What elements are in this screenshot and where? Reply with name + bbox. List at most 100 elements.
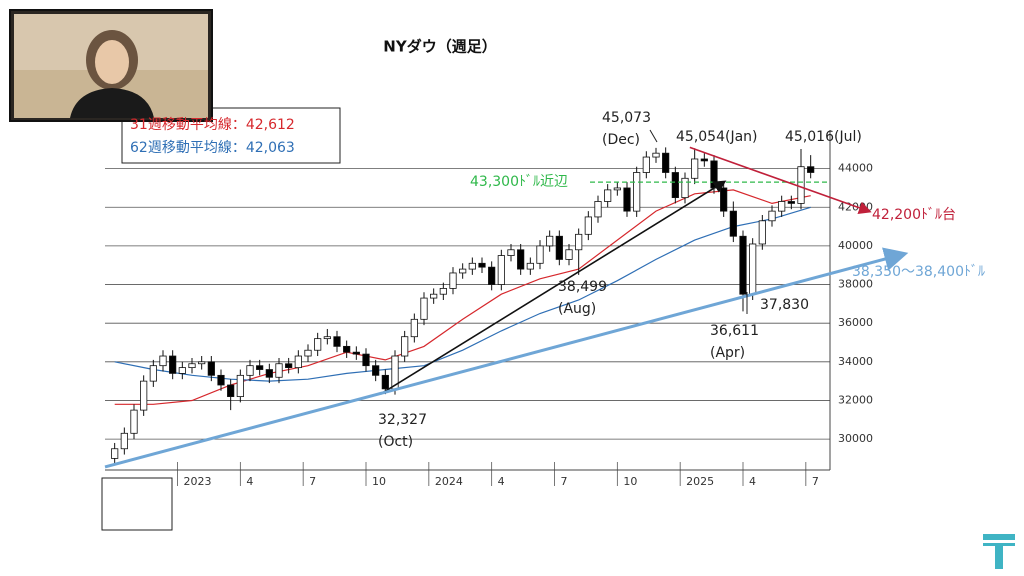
candle-body [749,243,757,295]
candle-body [797,166,805,204]
candle-body [662,152,670,173]
annotation: (Dec) [602,132,640,148]
candle-body [546,235,554,247]
candle-body [710,160,718,189]
logo-bar [983,534,1015,540]
chart-title: NYダウ（週足） [383,38,496,56]
annotation: 45,016(Jul) [785,129,862,145]
annotation: 36,611 [710,323,759,339]
candle-body [401,336,409,357]
logo [983,534,1015,569]
webcam-face [95,40,129,84]
y-tick-label: 32000 [838,393,873,406]
candle-body [217,374,225,386]
candle-body [555,235,563,260]
candle-body [198,361,206,365]
candle-body [169,355,177,374]
candle-body [739,235,747,295]
level-label: 43,300ﾄﾞﾙ近辺 [470,174,568,190]
annotation: 45,054(Jan) [676,129,758,145]
candle-body [323,336,331,340]
trend-line [689,146,872,214]
candle-body [227,384,235,397]
candle-body [584,216,592,235]
candle-body [633,172,641,212]
candle-body [691,158,699,179]
annotation: (Aug) [558,301,596,317]
candle-body [507,249,515,256]
candle-body [488,266,496,285]
candle-body [275,363,283,378]
legend-label: 62週移動平均線：42,063 [130,140,295,156]
candle-body [343,345,351,353]
candle-body [787,201,795,204]
annotation: 38,499 [558,279,607,295]
candle-body [720,187,728,212]
candle-body [372,365,380,376]
candle-body [439,288,447,295]
trend-line [380,180,727,395]
y-tick-label: 40000 [838,239,873,252]
candle-body [536,245,544,264]
y-tick-label: 30000 [838,432,873,445]
candle-body [604,189,612,202]
ma-line [114,206,811,382]
candle-body [613,187,621,191]
candle-body [362,353,370,367]
x-tick-label: 10 [372,475,386,488]
candle-body [729,210,737,237]
candle-body [333,336,341,347]
candle-body [623,187,631,212]
candle-body [246,365,254,376]
annotation: 37,830 [760,297,809,313]
candle-body [768,210,776,222]
candle-body [188,363,196,369]
candle-body [285,363,293,369]
trend-label: 42,200ﾄﾞﾙ台 [872,207,956,223]
x-tick-label: 4 [498,475,505,488]
annotation: (Oct) [378,434,413,450]
webcam-body [70,88,154,118]
candle-body [459,268,467,274]
candle-body [120,432,128,450]
x-tick-label: 4 [749,475,756,488]
y-tick-label: 38000 [838,278,873,291]
candle-body [159,355,167,367]
candle-body [575,233,583,251]
legend-label: 31週移動平均線：42,612 [130,117,295,133]
candle-body [565,249,573,260]
candle-body [497,255,505,285]
y-tick-label: 36000 [838,316,873,329]
candle-body [410,318,418,338]
candle-body [265,369,273,378]
x-tick-label: 2025 [686,475,714,488]
x-tick-label: 7 [561,475,568,488]
candle-body [642,156,650,173]
x-tick-label: 7 [812,475,819,488]
plot [111,147,815,465]
candle-body [149,365,157,382]
candle-body [352,351,360,355]
y-tick-label: 34000 [838,355,873,368]
candle-body [758,220,766,245]
candle-body [256,365,264,370]
y-tick-label: 44000 [838,162,873,175]
candle-body [526,262,534,270]
x-tick-label: 2024 [435,475,463,488]
logo-stem [995,543,1003,569]
grid: 3000032000340003600038000400004200044000… [105,162,873,488]
candle-body [178,367,186,374]
webcam [9,9,213,122]
annotation: 32,327 [378,412,427,428]
candle-body [314,338,322,351]
candle-body [594,201,602,218]
candle-body [304,349,312,357]
x-tick-label: 4 [246,475,253,488]
trend-line [104,247,909,469]
candle-body [700,158,708,162]
annotation: 45,073 [602,110,651,126]
candle-body [478,262,486,268]
candle-body [517,249,525,270]
candle-body [681,177,689,199]
x-tick-label: 10 [623,475,637,488]
